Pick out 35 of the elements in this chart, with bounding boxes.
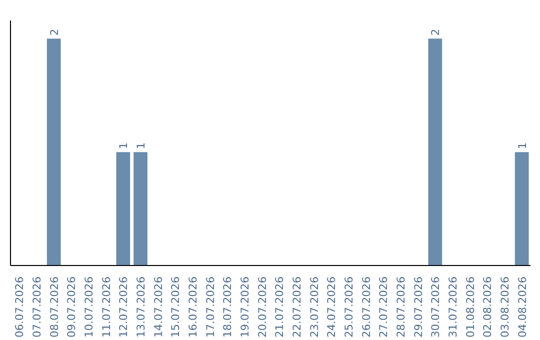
x-tick-label: 03.08.2026 [498,276,512,338]
x-tick-label: 23.07.2026 [308,276,321,338]
x-tick-label: 21.07.2026 [273,276,286,338]
x-tick-label: 22.07.2026 [290,276,304,338]
x-tick-label: 07.07.2026 [30,276,44,338]
data-label: 1 [516,142,529,150]
x-tick-label: 08.07.2026 [48,276,61,338]
x-tick-label: 24.07.2026 [325,276,338,338]
x-tick-label: 18.07.2026 [221,276,234,338]
data-label: 2 [429,28,442,36]
x-tick-label: 30.07.2026 [429,276,442,338]
data-label: 1 [117,142,130,150]
x-tick-label: 13.07.2026 [134,276,148,338]
data-label: 1 [134,142,148,150]
x-tick-label: 20.07.2026 [256,276,269,338]
x-tick-label: 27.07.2026 [377,276,390,338]
x-tick-label: 31.07.2026 [446,276,460,338]
x-tick-label: 06.07.2026 [13,276,26,338]
x-tick-label: 04.08.2026 [516,276,529,338]
x-tick-label: 28.07.2026 [394,276,408,338]
x-tick-label: 15.07.2026 [169,276,182,338]
x-tick-label: 19.07.2026 [238,276,252,338]
x-tick-label: 01.08.2026 [464,276,477,338]
x-tick-label: 25.07.2026 [342,276,356,338]
data-label: 2 [48,28,61,36]
x-tick-label: 10.07.2026 [82,276,96,338]
x-tick-label: 17.07.2026 [204,276,217,338]
x-tick-label: 02.08.2026 [481,276,494,338]
x-tick-label: 16.07.2026 [186,276,200,338]
x-tick-label: 29.07.2026 [412,276,425,338]
x-tick-label: 09.07.2026 [65,276,78,338]
x-tick-label: 14.07.2026 [152,276,165,338]
x-tick-label: 26.07.2026 [360,276,373,338]
x-tick-label: 11.07.2026 [100,276,113,338]
x-tick-label: 12.07.2026 [117,276,130,338]
